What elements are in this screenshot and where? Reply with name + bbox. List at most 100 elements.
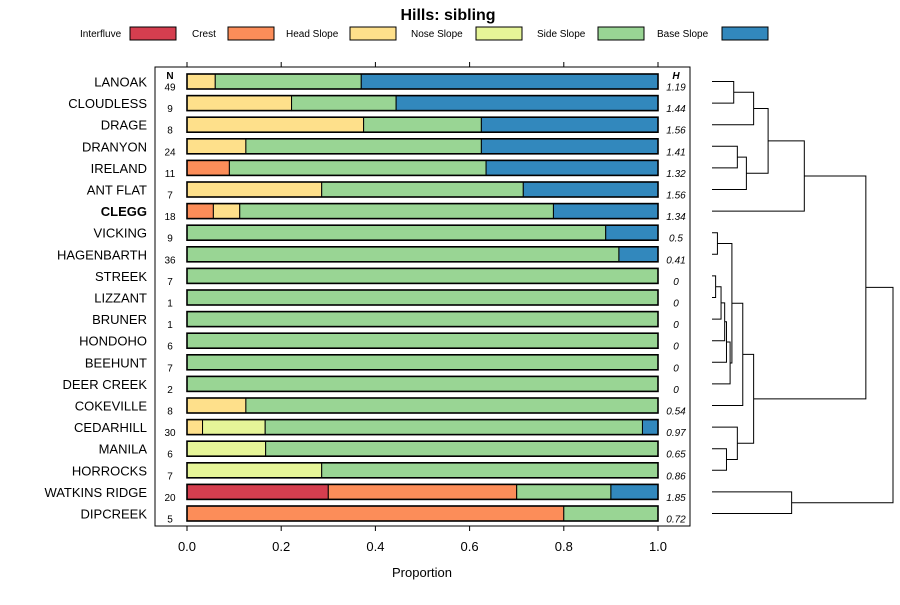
h-value: 0.41	[666, 255, 685, 266]
bar-row: HAGENBARTH 36 0.41	[57, 246, 686, 266]
bar-outline	[186, 353, 659, 371]
row-label: MANILA	[99, 442, 148, 457]
dendrogram-link	[746, 108, 769, 174]
h-value: 1.56	[666, 126, 686, 137]
legend-swatch-4	[597, 26, 645, 41]
bar-segment-base-slope	[360, 73, 659, 90]
legend-swatch-0	[129, 26, 177, 41]
bar-segment-head-slope	[186, 116, 365, 133]
bar-outline	[186, 224, 659, 241]
dendrogram-link	[712, 81, 735, 104]
bar-row: DIPCREEK 5 0.72	[81, 505, 686, 526]
bar-row: WATKINS RIDGE 20 1.85	[44, 483, 686, 504]
bar-segment-side-slope	[265, 440, 659, 457]
n-value: 2	[167, 385, 173, 396]
dendrogram-link	[753, 175, 867, 400]
row-label: CEDARHILL	[74, 420, 147, 435]
n-value: 7	[167, 471, 173, 482]
bar-row: STREEK 7 0	[95, 267, 679, 288]
row-label: DIPCREEK	[81, 507, 148, 522]
bar-row: LANOAK 49 1.19	[94, 73, 686, 94]
dendrogram-link	[712, 341, 731, 385]
row-label: WATKINS RIDGE	[44, 485, 147, 500]
bar-segment-head-slope	[186, 397, 247, 414]
chart-title: Hills: sibling	[400, 7, 495, 24]
bar-segment-base-slope	[480, 116, 659, 133]
legend-swatch-5	[721, 26, 769, 41]
n-value: 30	[164, 428, 176, 439]
bar-outline	[186, 505, 659, 522]
bar-segment-side-slope	[186, 289, 659, 306]
bar-segment-side-slope	[321, 181, 524, 198]
n-value: 9	[167, 104, 173, 115]
h-column-header: H	[672, 71, 680, 82]
bar-row: DRAGE 8 1.56	[101, 116, 686, 137]
n-value: 7	[167, 277, 173, 288]
bar-segment-side-slope	[563, 505, 659, 522]
h-value: 0.97	[666, 428, 686, 439]
bar-outline	[186, 73, 659, 90]
h-value: 1.34	[666, 212, 686, 223]
bar-segment-crest	[186, 159, 230, 176]
bar-row: BEEHUNT 7 0	[85, 353, 679, 374]
x-axis: 0.0 0.2 0.4 0.6 0.8 1.0	[178, 62, 667, 554]
row-label: DRANYON	[82, 139, 147, 154]
n-value: 7	[167, 191, 173, 202]
bar-row: CLEGG 18 1.34	[101, 202, 686, 223]
dendrogram-link	[712, 232, 718, 255]
row-label: HONDOHO	[79, 334, 147, 349]
n-value: 20	[164, 493, 176, 504]
h-value: 1.19	[666, 83, 686, 94]
h-value: 0	[673, 299, 679, 310]
bar-segment-side-slope	[516, 483, 612, 500]
bar-outline	[186, 332, 659, 350]
bar-segment-side-slope	[264, 419, 643, 436]
n-value: 6	[167, 450, 173, 461]
n-value: 8	[167, 407, 173, 418]
h-value: 0.65	[666, 450, 686, 461]
dendrogram-link	[791, 286, 894, 504]
bar-segment-side-slope	[239, 203, 554, 220]
bar-segment-head-slope	[186, 181, 323, 198]
bar-outline	[186, 116, 659, 133]
bar-segment-crest	[327, 483, 518, 500]
bar-row: COKEVILLE 8 0.54	[75, 397, 686, 418]
n-value: 11	[165, 169, 176, 180]
row-label: CLEGG	[101, 204, 147, 219]
row-label: STREEK	[95, 269, 147, 284]
x-axis-label: Proportion	[392, 565, 452, 580]
dendrogram-link	[712, 140, 805, 212]
dendrogram-link	[712, 91, 755, 126]
bar-outline	[186, 375, 659, 393]
bar-segment-crest	[186, 505, 565, 522]
bar-row: LIZZANT 1 0	[94, 289, 679, 310]
h-value: 1.85	[666, 493, 686, 504]
dendrogram	[712, 81, 894, 514]
h-value: 0.54	[666, 407, 686, 418]
dendrogram-link	[737, 353, 755, 444]
bar-segment-head-slope	[212, 203, 241, 220]
legend-swatch-1	[227, 26, 275, 41]
dendrogram-link	[712, 302, 744, 406]
bar-segment-nose-slope	[186, 462, 323, 479]
bar-segment-base-slope	[641, 419, 659, 436]
bar-outline	[186, 202, 659, 220]
bar-segment-side-slope	[186, 354, 659, 371]
n-value: 8	[167, 126, 173, 137]
bar-outline	[186, 440, 659, 458]
bar-row: HORROCKS 7 0.86	[72, 461, 686, 482]
bar-outline	[186, 181, 659, 198]
row-label: ANT FLAT	[87, 183, 147, 198]
legend-swatch-3	[475, 26, 523, 41]
dendrogram-link	[712, 302, 726, 342]
h-value: 0	[673, 277, 679, 288]
dendrogram-link	[712, 145, 738, 169]
bar-segment-side-slope	[245, 397, 659, 414]
bar-segment-base-slope	[480, 138, 659, 155]
dendrogram-link	[712, 491, 793, 514]
bar-segment-side-slope	[363, 116, 482, 133]
h-value: 1.32	[666, 169, 686, 180]
n-value: 18	[164, 212, 176, 223]
